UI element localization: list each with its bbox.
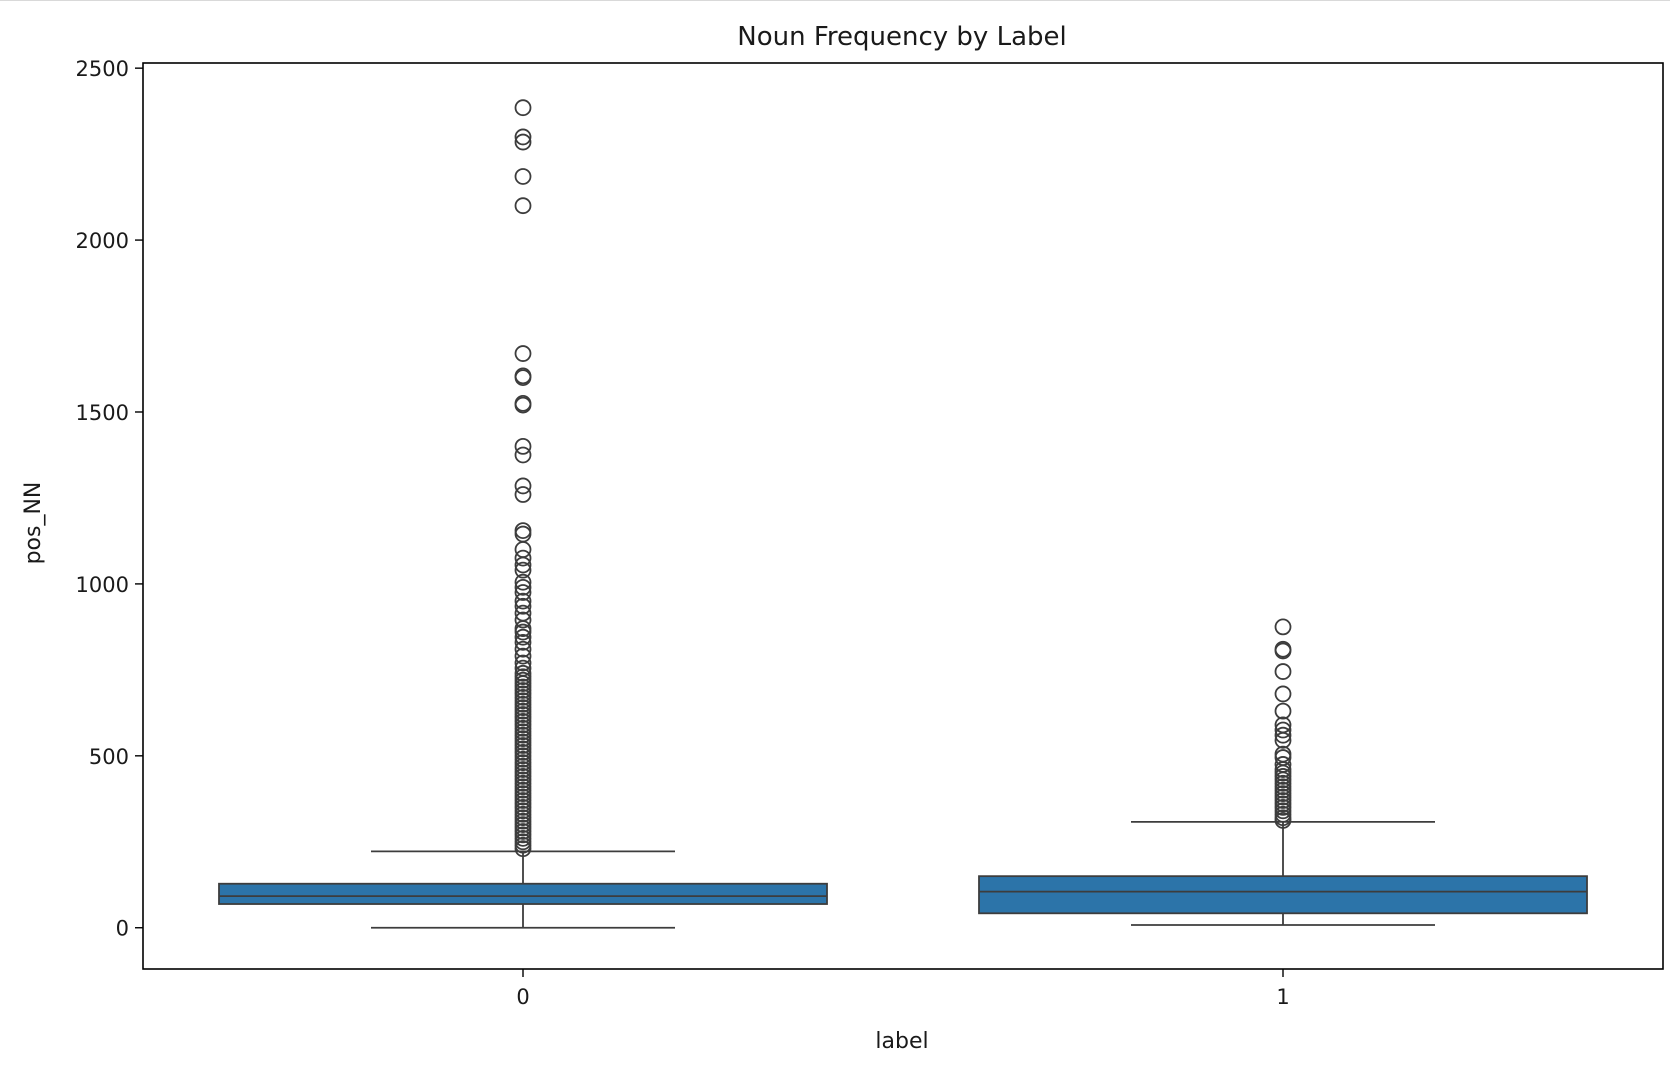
y-tick-label: 0: [116, 917, 129, 941]
outlier-point: [514, 446, 532, 464]
outlier-point: [514, 623, 532, 641]
y-tick-label: 500: [89, 745, 129, 769]
box-group-label-0: [218, 99, 828, 929]
x-tick-label: 0: [516, 985, 529, 1009]
outlier-point: [514, 597, 532, 615]
outlier-point: [514, 840, 532, 858]
outlier-point: [514, 549, 532, 567]
axes: 0 500 1000 1500 2000 2500 0 1: [76, 57, 1290, 1009]
outlier-point: [1274, 721, 1292, 739]
outlier-point: [514, 611, 532, 629]
outlier-point: [1274, 663, 1292, 680]
outlier-point: [514, 396, 532, 414]
outlier-point: [514, 522, 532, 540]
outlier-point: [514, 541, 532, 558]
plot-marks: [218, 99, 1588, 929]
outlier-point: [514, 128, 532, 146]
outlier-point: [514, 345, 532, 362]
outlier-point: [514, 168, 532, 185]
outlier-point: [1274, 726, 1292, 744]
outlier-point: [514, 556, 532, 574]
outlier-point: [1274, 685, 1292, 703]
plot-area-frame: [142, 62, 1664, 970]
outlier-point: [514, 573, 532, 591]
outlier-point: [514, 628, 532, 646]
chart-title: Noun Frequency by Label: [737, 22, 1066, 52]
outlier-point: [514, 578, 532, 596]
y-axis-label: pos_NN: [21, 482, 46, 565]
outlier-point: [1274, 731, 1292, 749]
outlier-point: [514, 477, 532, 495]
outlier-point: [514, 640, 532, 658]
y-tick-label: 1500: [76, 401, 129, 425]
x-axis-label: label: [875, 1029, 928, 1054]
outlier-point: [514, 133, 532, 151]
outlier-point: [514, 654, 532, 672]
outlier-point: [514, 369, 532, 387]
outlier-point: [514, 633, 532, 651]
outlier-point: [1274, 812, 1292, 829]
y-tick-label: 2500: [76, 57, 129, 81]
iqr-box: [978, 875, 1588, 915]
iqr-box: [218, 882, 828, 905]
outlier-point: [514, 525, 532, 543]
outlier-point: [514, 561, 532, 579]
outlier-point: [514, 99, 532, 117]
outlier-point: [514, 592, 532, 610]
outlier-point: [1274, 702, 1292, 720]
outlier-point: [514, 197, 532, 215]
y-tick-label: 1000: [76, 573, 129, 597]
y-tick-label: 2000: [76, 229, 129, 253]
x-tick-label: 1: [1276, 985, 1289, 1009]
box-group-label-1: [978, 618, 1588, 926]
outlier-point: [1274, 642, 1292, 660]
outlier-point: [514, 486, 532, 503]
outlier-point: [514, 437, 532, 455]
outlier-point: [1274, 618, 1292, 636]
top-border-line: [0, 0, 1670, 1]
outlier-point: [514, 620, 532, 638]
outlier-point: [514, 584, 532, 601]
outlier-point: [514, 647, 532, 665]
